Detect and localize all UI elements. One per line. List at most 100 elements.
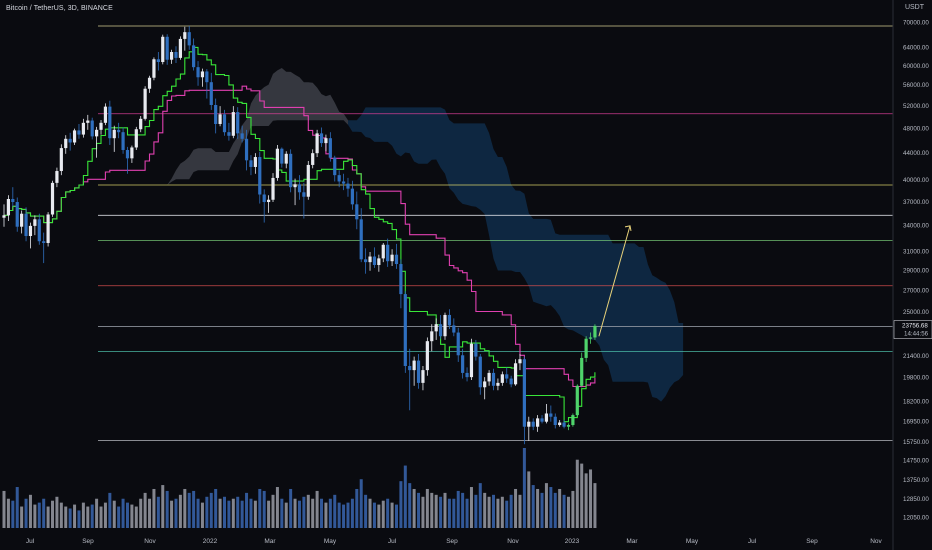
volume-bar (240, 500, 244, 528)
volume-bar (139, 498, 143, 528)
volume-bar (324, 502, 328, 528)
volume-bar (514, 488, 518, 528)
candle-body (513, 363, 518, 385)
price-axis[interactable]: 70000.00 64000.00 60000.00 56000.00 52000.00… (892, 0, 932, 550)
time-tick-label: Sep (446, 538, 458, 545)
candle-body (46, 214, 50, 243)
volume-bar (500, 496, 504, 528)
candle-body (408, 365, 412, 371)
price-tick-label: 64000.00 (903, 45, 929, 52)
volume-bar (549, 487, 553, 528)
volume-bar (258, 488, 262, 528)
price-tick-label: 52000.00 (903, 103, 929, 110)
candle-body (580, 357, 584, 386)
volume-bar (289, 488, 293, 528)
candle-body (465, 372, 469, 378)
candle-body (284, 153, 288, 164)
candle-body (125, 149, 130, 159)
volume-bar (447, 498, 451, 528)
candle-body (6, 198, 11, 216)
volume-bar (544, 483, 548, 528)
volume-bar (200, 502, 204, 528)
time-axis[interactable]: Jul Sep Nov 2022 Mar May Jul Sep Nov 2023 Mar May Ju… (26, 538, 883, 545)
candle-body (588, 337, 593, 339)
price-tick-label: 14750.00 (903, 457, 929, 464)
candle-body (359, 219, 363, 260)
time-tick-label: Mar (626, 538, 638, 545)
volume-bar (430, 492, 434, 528)
volume-bar (231, 498, 235, 528)
candle-body (236, 112, 240, 134)
candle-body (178, 38, 182, 58)
volume-bar (350, 498, 354, 528)
time-tick-label: Sep (82, 538, 94, 545)
candle-body (461, 355, 465, 373)
candle-body (438, 324, 443, 337)
volume-bar (134, 506, 138, 528)
time-tick-label: Sep (806, 538, 818, 545)
volume-bar (271, 494, 275, 528)
volume-bar (86, 506, 90, 528)
candle-body (337, 175, 341, 182)
candle-body (28, 225, 33, 237)
price-tick-label: 13750.00 (903, 477, 929, 484)
candle-body (319, 133, 324, 144)
candle-body (478, 356, 482, 388)
volume-bar (46, 506, 50, 528)
price-tick-label: 31000.00 (903, 249, 929, 256)
candle-body (469, 343, 474, 378)
candle-body (443, 314, 447, 337)
volume-bar (152, 488, 156, 528)
volume-bar (359, 479, 363, 528)
volume-bar (90, 504, 94, 528)
volume-bar (103, 502, 107, 528)
candle-body (311, 153, 315, 165)
volume-bar (59, 502, 63, 528)
candle-body (209, 82, 213, 105)
volume-bar (496, 498, 500, 528)
candle-body (333, 157, 337, 176)
volume-bar (386, 498, 390, 528)
candle-body (390, 254, 394, 262)
candle-body (562, 422, 566, 427)
price-tick-label: 56000.00 (903, 82, 929, 89)
volume-bar (170, 500, 174, 528)
volume-bar (156, 496, 160, 528)
candle-body (103, 106, 108, 123)
candle-body (187, 32, 191, 46)
candle-body (522, 359, 526, 427)
volume-bar (24, 498, 28, 528)
volume-bar (81, 502, 85, 528)
candle-body (346, 183, 350, 189)
candle-body (306, 164, 310, 197)
volume-bar (553, 492, 557, 528)
volume-bars (2, 448, 597, 528)
candle-body (434, 324, 438, 332)
volume-bar (421, 496, 425, 528)
volume-bar (531, 485, 535, 528)
volume-bar (478, 483, 482, 528)
volume-bar (527, 471, 531, 528)
volume-bar (95, 498, 99, 528)
volume-bar (575, 459, 579, 528)
candle-body (483, 381, 487, 388)
candle-body (86, 120, 90, 123)
volume-bar (6, 498, 10, 528)
projection-arrow[interactable] (598, 225, 632, 337)
volume-bar (249, 498, 253, 528)
volume-bar (183, 488, 187, 528)
price-tick-label: 27000.00 (903, 287, 929, 294)
volume-bar (593, 483, 597, 528)
volume-bar (11, 500, 15, 528)
price-tick-label: 25000.00 (903, 309, 929, 316)
volume-bar (275, 487, 279, 528)
price-tick-label: 15750.00 (903, 439, 929, 446)
price-tick-label: 21400.00 (903, 353, 929, 360)
candle-body (33, 219, 37, 226)
candle-body (267, 199, 271, 203)
time-tick-label: Nov (144, 538, 156, 545)
candle-body (536, 418, 540, 427)
candle-body (372, 256, 377, 265)
price-tick-label: 29000.00 (903, 267, 929, 274)
